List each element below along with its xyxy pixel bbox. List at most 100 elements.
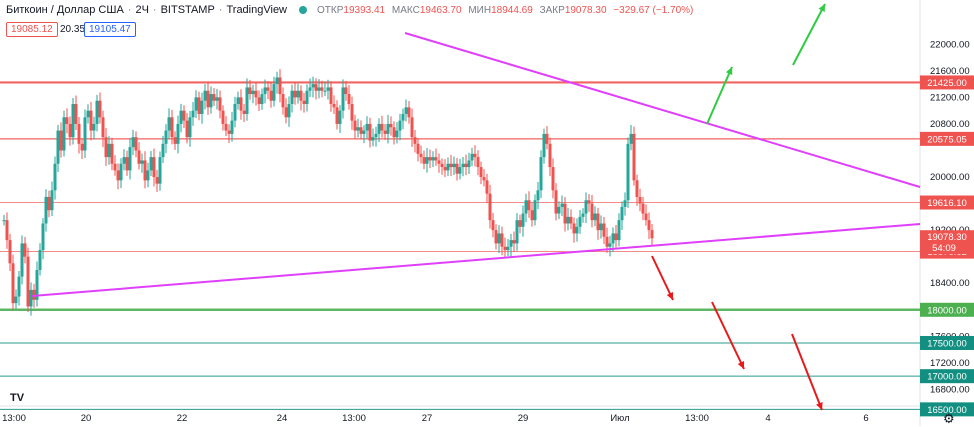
candle-body <box>479 167 483 178</box>
candle-body <box>371 137 375 141</box>
candle-body <box>302 100 306 105</box>
candle-body <box>92 123 96 131</box>
level-tag-label: 19616.10 <box>927 198 967 209</box>
candle-body <box>476 157 480 168</box>
candle-body <box>245 87 249 114</box>
buy-price-button[interactable]: 19105.47 <box>84 22 136 37</box>
candle-body <box>359 127 363 134</box>
candle-body <box>137 150 141 164</box>
candle-body <box>485 180 489 194</box>
candle-body <box>86 110 90 118</box>
candle-body <box>335 107 339 124</box>
y-tick-label: 21600.00 <box>930 66 970 77</box>
sell-price-button[interactable]: 19085.12 <box>6 22 58 37</box>
arrow-down-2-head <box>737 361 745 369</box>
candle-body <box>557 206 561 214</box>
exchange-label: BITSTAMP <box>160 4 215 16</box>
candle-body <box>419 153 423 158</box>
candle-body <box>323 90 327 92</box>
candle-body <box>614 233 618 241</box>
x-tick-label: 13:00 <box>342 413 366 424</box>
candle-body <box>455 163 459 174</box>
candle-body <box>62 117 66 151</box>
candle-body <box>431 157 435 161</box>
candle-body <box>482 177 486 181</box>
candle-body <box>509 240 513 247</box>
candle-body <box>20 243 24 277</box>
candle-body <box>140 160 144 164</box>
symbol-name[interactable]: Биткоин / Доллар США <box>6 4 124 16</box>
ohlc-readout: ОТКР19393.41 МАКС19463.70 МИН18944.69 ЗА… <box>317 4 694 16</box>
level-tag <box>920 131 974 146</box>
candle-body <box>191 110 195 118</box>
candle-body <box>161 143 165 158</box>
candle-body <box>227 130 231 134</box>
candle-body <box>278 77 282 95</box>
candle-body <box>275 77 279 85</box>
candle-body <box>641 203 645 214</box>
candle-body <box>287 104 291 118</box>
candle-body <box>110 143 114 164</box>
arrow-up-2-head <box>818 4 825 12</box>
candle-body <box>617 220 621 241</box>
candle-body <box>29 289 33 307</box>
candle-body <box>350 104 354 121</box>
x-tick-label: 24 <box>277 413 288 424</box>
candle-body <box>452 163 456 168</box>
candle-body <box>644 213 648 221</box>
interval-label[interactable]: 2Ч <box>135 4 149 16</box>
candle-body <box>353 120 357 131</box>
candle-body <box>620 206 624 221</box>
candle-body <box>365 123 369 131</box>
arrow-up-2 <box>792 3 826 66</box>
arrow-down-1-head <box>666 292 674 300</box>
candle-body <box>512 240 516 244</box>
chart-header: Биткоин / Доллар США · 2Ч · BITSTAMP · T… <box>6 4 697 16</box>
x-tick-label: 27 <box>422 413 433 424</box>
settings-gear-icon[interactable]: ⚙ <box>943 411 955 426</box>
plot-area <box>0 0 920 406</box>
candle-body <box>440 163 444 168</box>
candle-body <box>71 104 75 138</box>
tradingview-logo: TV <box>9 392 25 404</box>
candle-body <box>602 223 606 237</box>
candle-body <box>584 200 588 214</box>
arrow-up-1-head <box>725 67 733 75</box>
candle-body <box>74 104 78 124</box>
candle-body <box>587 200 591 204</box>
candle-body <box>80 143 84 151</box>
candle-body <box>47 196 51 211</box>
x-tick-label: 6 <box>863 413 868 424</box>
candle-body <box>575 226 579 234</box>
candle-body <box>536 190 540 201</box>
candle-body <box>56 130 60 164</box>
candle-body <box>134 137 138 151</box>
candle-body <box>428 157 432 161</box>
candle-body <box>314 84 318 91</box>
candle-body <box>494 230 498 244</box>
last-price-tag <box>920 230 974 255</box>
candle-body <box>332 104 336 108</box>
candle-body <box>167 117 171 131</box>
candle-body <box>404 107 408 114</box>
change-value: −329.67 (−1.70%) <box>613 4 694 16</box>
candle-body <box>200 100 204 114</box>
candle-body <box>248 87 252 95</box>
x-tick-label: 13:00 <box>685 413 709 424</box>
candle-body <box>77 123 81 144</box>
candle-body <box>377 123 381 134</box>
candle-body <box>407 107 411 118</box>
candle-body <box>152 157 156 178</box>
candle-body <box>179 110 183 124</box>
y-tick-label: 21200.00 <box>930 92 970 103</box>
candle-body <box>11 263 15 304</box>
candle-body <box>155 177 159 184</box>
level-tag-label: 18000.00 <box>927 305 967 316</box>
level-tag-label: 16500.00 <box>927 405 967 416</box>
candle-body <box>209 94 213 108</box>
candle-body <box>305 90 309 105</box>
triangle-upper-line <box>404 32 921 188</box>
candle-body <box>569 216 573 224</box>
x-tick-label: 22 <box>177 413 188 424</box>
